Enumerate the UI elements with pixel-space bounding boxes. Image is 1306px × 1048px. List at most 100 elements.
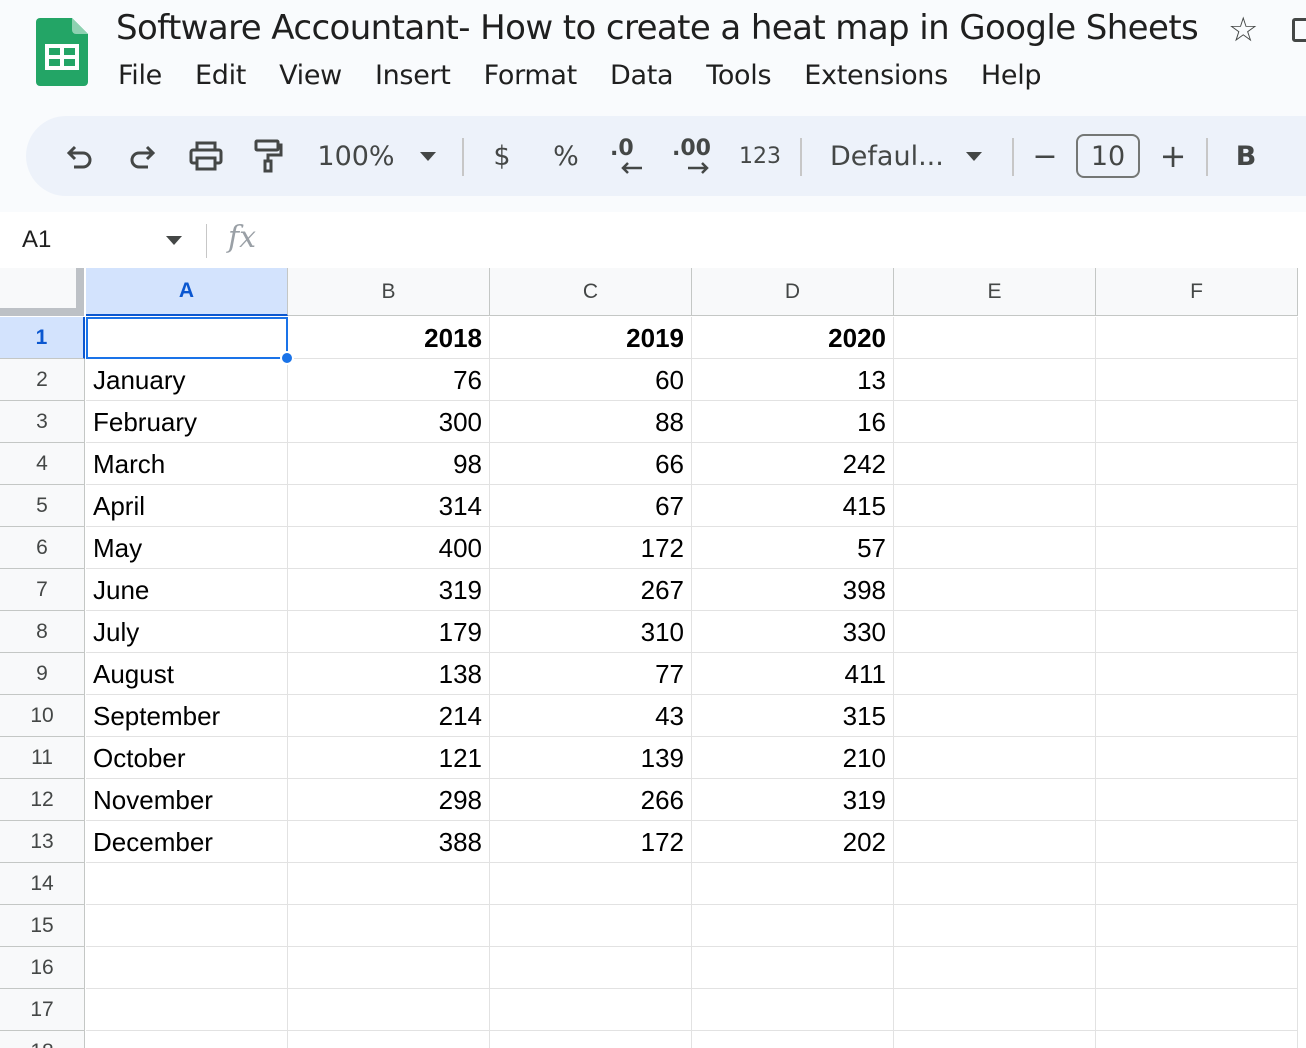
row-header-5[interactable]: 5 [0,485,85,527]
cell-d13[interactable]: 202 [692,821,894,863]
cell-e4[interactable] [894,443,1096,485]
cell-a10[interactable]: September [86,695,288,737]
cell-d7[interactable]: 398 [692,569,894,611]
cell-a8[interactable]: July [86,611,288,653]
cell-c2[interactable]: 60 [490,359,692,401]
cell-c9[interactable]: 77 [490,653,692,695]
cell-d1[interactable]: 2020 [692,317,894,359]
row-header-11[interactable]: 11 [0,737,85,779]
cell-b9[interactable]: 138 [288,653,490,695]
cell-d4[interactable]: 242 [692,443,894,485]
cell-e14[interactable] [894,863,1096,905]
cell-d9[interactable]: 411 [692,653,894,695]
row-header-14[interactable]: 14 [0,863,85,905]
fill-handle[interactable] [280,351,294,365]
cell-c11[interactable]: 139 [490,737,692,779]
menu-format[interactable]: Format [483,60,578,91]
cell-e13[interactable] [894,821,1096,863]
cell-e10[interactable] [894,695,1096,737]
cell-d2[interactable]: 13 [692,359,894,401]
cell-e17[interactable] [894,989,1096,1031]
row-header-2[interactable]: 2 [0,359,85,401]
cell-c3[interactable]: 88 [490,401,692,443]
cell-f18[interactable] [1096,1031,1298,1048]
decrease-font-size-button[interactable]: − [1032,138,1058,174]
cell-a12[interactable]: November [86,779,288,821]
cell-e1[interactable] [894,317,1096,359]
cell-d3[interactable]: 16 [692,401,894,443]
cell-f14[interactable] [1096,863,1298,905]
cell-b15[interactable] [288,905,490,947]
cell-d8[interactable]: 330 [692,611,894,653]
cell-b7[interactable]: 319 [288,569,490,611]
cell-f4[interactable] [1096,443,1298,485]
row-header-1[interactable]: 1 [0,317,85,359]
undo-icon[interactable] [60,116,100,196]
cell-b11[interactable]: 121 [288,737,490,779]
cell-f16[interactable] [1096,947,1298,989]
cell-b10[interactable]: 214 [288,695,490,737]
cell-b16[interactable] [288,947,490,989]
cell-e2[interactable] [894,359,1096,401]
cell-f1[interactable] [1096,317,1298,359]
cell-e15[interactable] [894,905,1096,947]
font-size-input[interactable]: 10 [1076,134,1140,178]
cell-a11[interactable]: October [86,737,288,779]
cell-c14[interactable] [490,863,692,905]
cell-b13[interactable]: 388 [288,821,490,863]
menu-data[interactable]: Data [609,60,674,91]
row-header-10[interactable]: 10 [0,695,85,737]
cell-f3[interactable] [1096,401,1298,443]
row-freeze-handle[interactable] [0,308,84,316]
google-sheets-logo[interactable] [36,18,88,86]
menu-view[interactable]: View [279,60,342,91]
cell-c13[interactable]: 172 [490,821,692,863]
cell-a3[interactable]: February [86,401,288,443]
menu-extensions[interactable]: Extensions [804,60,948,91]
formula-input[interactable] [280,220,1280,260]
row-header-4[interactable]: 4 [0,443,85,485]
column-header-f[interactable]: F [1096,268,1298,316]
cell-f11[interactable] [1096,737,1298,779]
name-box[interactable]: A1 [22,226,52,253]
cell-c7[interactable]: 267 [490,569,692,611]
cell-a14[interactable] [86,863,288,905]
font-family-select[interactable]: Defaul... [830,140,944,172]
cell-a7[interactable]: June [86,569,288,611]
cell-a13[interactable]: December [86,821,288,863]
cell-c1[interactable]: 2019 [490,317,692,359]
cell-c17[interactable] [490,989,692,1031]
zoom-dropdown-icon[interactable] [418,116,438,196]
cell-e6[interactable] [894,527,1096,569]
cell-f6[interactable] [1096,527,1298,569]
cell-f9[interactable] [1096,653,1298,695]
print-icon[interactable] [184,116,228,196]
menu-insert[interactable]: Insert [374,60,451,91]
cell-e5[interactable] [894,485,1096,527]
decrease-decimal-places-button[interactable]: .0 [610,116,650,196]
cell-f7[interactable] [1096,569,1298,611]
font-dropdown-icon[interactable] [964,116,984,196]
cell-c8[interactable]: 310 [490,611,692,653]
cell-b8[interactable]: 179 [288,611,490,653]
cell-f2[interactable] [1096,359,1298,401]
increase-decimal-places-button[interactable]: .00 [672,116,716,196]
cell-a15[interactable] [86,905,288,947]
format-currency-button[interactable]: $ [493,140,511,172]
row-header-9[interactable]: 9 [0,653,85,695]
cell-e12[interactable] [894,779,1096,821]
cell-c12[interactable]: 266 [490,779,692,821]
cell-c10[interactable]: 43 [490,695,692,737]
star-icon[interactable]: ☆ [1228,10,1259,50]
cell-f12[interactable] [1096,779,1298,821]
cell-b3[interactable]: 300 [288,401,490,443]
cell-b4[interactable]: 98 [288,443,490,485]
cell-d14[interactable] [692,863,894,905]
column-header-c[interactable]: C [490,268,692,316]
row-header-6[interactable]: 6 [0,527,85,569]
cell-c15[interactable] [490,905,692,947]
cell-a1[interactable] [86,317,288,359]
cell-f5[interactable] [1096,485,1298,527]
cell-e3[interactable] [894,401,1096,443]
cell-e7[interactable] [894,569,1096,611]
